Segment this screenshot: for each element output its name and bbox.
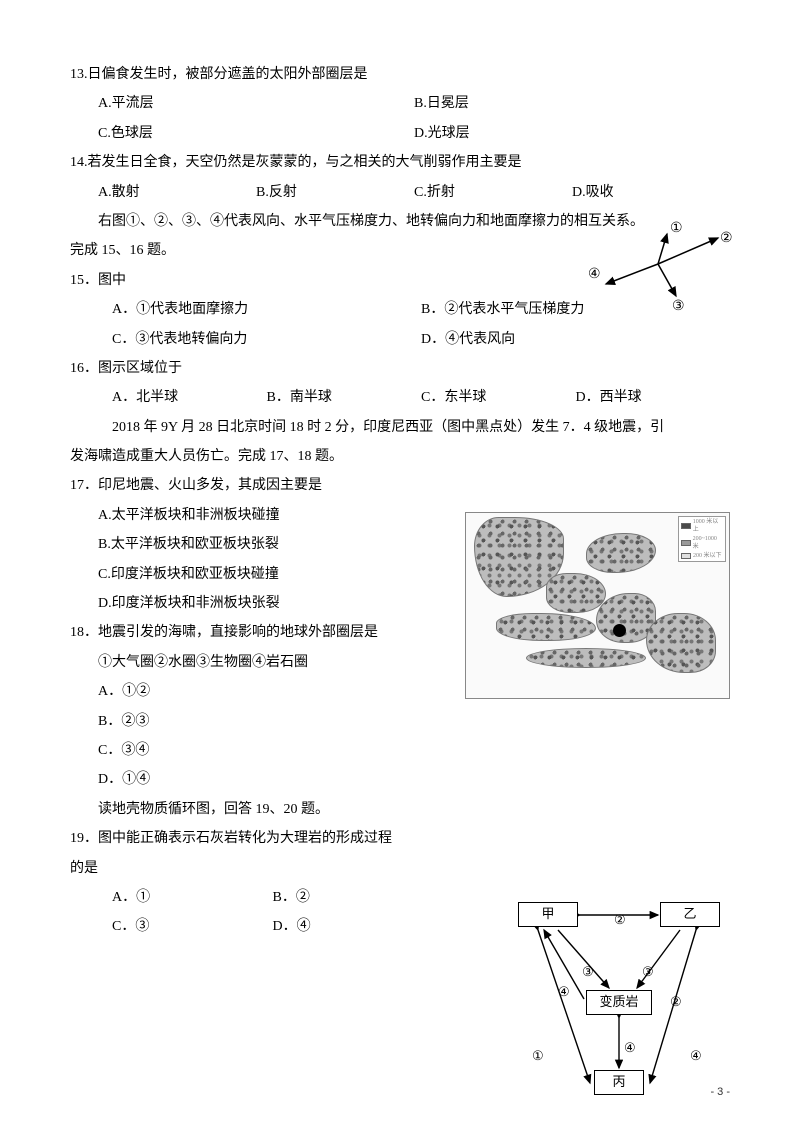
svg-text:④: ④	[588, 267, 601, 282]
q16-optB: B．南半球	[267, 383, 422, 412]
q13-row2: C.色球层 D.光球层	[70, 119, 730, 148]
page-number: - 3 -	[710, 1081, 730, 1104]
q14-optC: C.折射	[414, 178, 572, 207]
q13-stem: 13.日偏食发生时，被部分遮盖的太阳外部圈层是	[70, 60, 730, 89]
rock-box-jia: 甲	[518, 902, 578, 927]
rock-box-bing: 丙	[594, 1070, 644, 1095]
q19-optB: B．②	[273, 883, 434, 912]
lead-17-18-p1: 2018 年 9Y 月 28 日北京时间 18 时 2 分，印度尼西亚（图中黑点…	[70, 413, 730, 442]
q19-stem1: 19．图中能正确表示石灰岩转化为大理岩的形成过程	[70, 824, 730, 853]
q15-optA: A．①代表地面摩擦力	[112, 295, 421, 324]
rock-cycle-diagram: 甲乙变质岩丙 ②③③④②④①④	[490, 902, 730, 1102]
svg-text:①: ①	[670, 221, 683, 236]
q16-optA: A．北半球	[112, 383, 267, 412]
rock-box-yi: 乙	[660, 902, 720, 927]
q14-optA: A.散射	[98, 178, 256, 207]
q19-row2: C．③ D．④	[70, 912, 433, 941]
q19-stem2: 的是	[70, 854, 730, 883]
lead-19-20: 读地壳物质循环图，回答 19、20 题。	[70, 795, 730, 824]
q15-optD: D．④代表风向	[421, 325, 730, 354]
q13-optC: C.色球层	[98, 119, 414, 148]
map-legend: 1000 米以上200~1000 米200 米以下	[678, 516, 726, 562]
svg-text:②: ②	[720, 231, 733, 246]
q14-row: A.散射 B.反射 C.折射 D.吸收	[70, 178, 730, 207]
q13-row1: A.平流层 B.日冕层	[70, 89, 730, 118]
q15-optC: C．③代表地转偏向力	[112, 325, 421, 354]
lead-17-18-p2: 发海啸造成重大人员伤亡。完成 17、18 题。	[70, 442, 730, 471]
q16-stem: 16．图示区域位于	[70, 354, 730, 383]
q15-row2: C．③代表地转偏向力 D．④代表风向	[70, 325, 730, 354]
svg-text:③: ③	[672, 299, 685, 314]
q18-optC: C．③④	[70, 736, 730, 765]
q16-optD: D．西半球	[576, 383, 731, 412]
q16-optC: C．东半球	[421, 383, 576, 412]
q16-row: A．北半球 B．南半球 C．东半球 D．西半球	[70, 383, 730, 412]
q14-stem: 14.若发生日全食，天空仍然是灰蒙蒙的，与之相关的大气削弱作用主要是	[70, 148, 730, 177]
indonesia-map: 1000 米以上200~1000 米200 米以下	[465, 512, 730, 699]
q17-stem: 17．印尼地震、火山多发，其成因主要是	[70, 471, 730, 500]
q19-optA: A．①	[112, 883, 273, 912]
q14-optB: B.反射	[256, 178, 414, 207]
q19-row1: A．① B．②	[70, 883, 433, 912]
wind-force-diagram: ①②③④	[570, 228, 730, 318]
q19-optD: D．④	[273, 912, 434, 941]
rock-box-meta: 变质岩	[586, 990, 652, 1015]
q14-optD: D.吸收	[572, 178, 730, 207]
q13-optB: B.日冕层	[414, 89, 730, 118]
q18-optD: D．①④	[70, 765, 730, 794]
q19-optC: C．③	[112, 912, 273, 941]
q13-optA: A.平流层	[98, 89, 414, 118]
q18-optB: B．②③	[70, 707, 730, 736]
q13-optD: D.光球层	[414, 119, 730, 148]
